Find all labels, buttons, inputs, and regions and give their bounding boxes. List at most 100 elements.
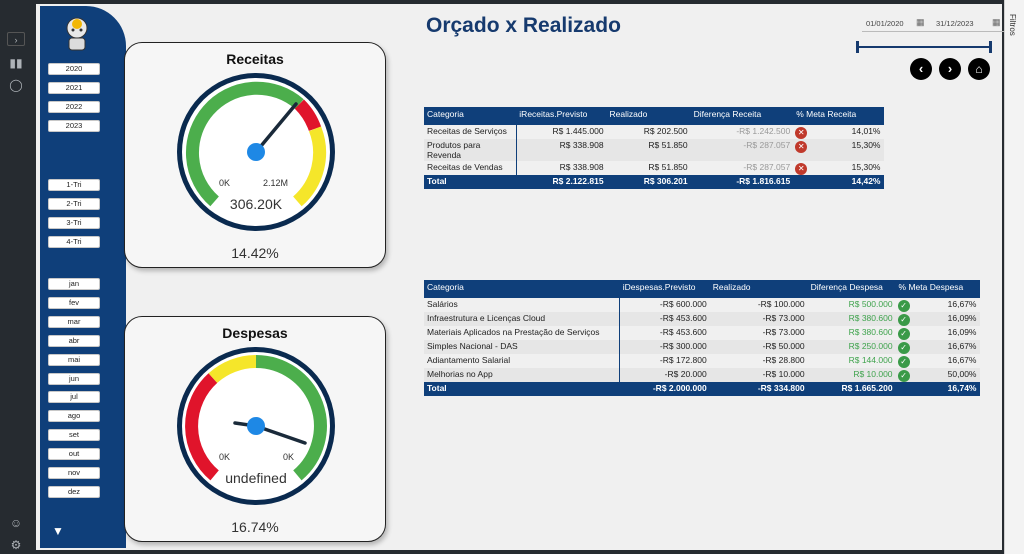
table-cell: R$ 380.600 <box>808 326 896 340</box>
filters-pane-label[interactable]: Filtros <box>1008 14 1017 36</box>
cell-value: 15,30% <box>851 162 881 172</box>
month-button-0[interactable]: jan <box>48 278 100 290</box>
rec-header-4[interactable]: % Meta Receita <box>793 107 884 125</box>
rec-header-3[interactable]: Diferença Receita <box>690 107 794 125</box>
rec-header-1[interactable]: iReceitas.Previsto <box>516 107 607 125</box>
total-cell: Total <box>424 175 517 189</box>
month-button-2[interactable]: mar <box>48 315 100 328</box>
month-button-10[interactable]: nov <box>48 467 100 479</box>
cell-value: -R$ 1.242.500 <box>736 126 791 136</box>
slider-end-handle[interactable] <box>989 41 992 53</box>
year-button-2[interactable]: 2022 <box>48 101 100 113</box>
cell-value: R$ 380.600 <box>848 327 893 337</box>
table-row: Receitas de Serviços R$ 1.445.000 R$ 202.5… <box>424 125 884 139</box>
month-button-8[interactable]: set <box>48 429 100 442</box>
user-icon[interactable]: ◯ <box>9 78 23 92</box>
table-cell: ✓ 16,67% <box>895 340 980 354</box>
mascot-icon <box>66 17 88 51</box>
month-button-4[interactable]: mai <box>48 353 100 366</box>
slider-start-handle[interactable] <box>856 41 859 53</box>
total-cell: Total <box>424 382 620 396</box>
table-cell: -R$ 100.000 <box>710 298 808 312</box>
table-cell: -R$ 20.000 <box>619 368 710 382</box>
despesas-gauge-value: undefined <box>225 470 287 486</box>
year-button-3[interactable]: 2023 <box>48 120 100 132</box>
check-icon: ✓ <box>897 370 910 382</box>
table-cell: R$ 144.000 <box>808 354 896 368</box>
total-cell: -R$ 1.816.615 <box>690 175 794 189</box>
cell-value: R$ 202.500 <box>643 126 688 136</box>
quarter-button-2[interactable]: 3-Tri <box>48 217 100 229</box>
year-button-1[interactable]: 2021 <box>48 82 100 94</box>
table-cell: ✕ 15,30% <box>793 161 883 175</box>
table-cell: -R$ 600.000 <box>620 298 710 312</box>
table-cell: ✓ 16,09% <box>896 326 980 340</box>
month-button-9[interactable]: out <box>48 448 100 461</box>
table-cell: -R$ 287.057 <box>691 161 794 175</box>
total-cell: R$ 1.665.200 <box>807 382 896 396</box>
filter-funnel-icon[interactable]: ▼ <box>52 524 64 538</box>
month-button-11[interactable]: dez <box>48 485 100 498</box>
month-button-6[interactable]: jul <box>48 391 100 404</box>
cell-value: -R$ 172.800 <box>659 355 707 365</box>
forward-arrow-icon[interactable]: › <box>939 58 961 80</box>
cell-value: -R$ 50.000 <box>762 341 805 351</box>
table-cell: R$ 500.000 <box>808 298 896 312</box>
back-arrow-icon[interactable]: ‹ <box>910 58 932 80</box>
calendar-end-icon[interactable]: ▦ <box>992 17 1001 27</box>
table-cell: -R$ 172.800 <box>620 354 710 368</box>
receitas-gauge-title: Receitas <box>226 51 284 67</box>
month-button-5[interactable]: jun <box>48 372 100 385</box>
cell-value: R$ 51.850 <box>648 162 688 172</box>
desp-header-3[interactable]: Diferença Despesa <box>807 280 896 298</box>
cell-value: Salários <box>427 299 458 309</box>
cell-value: Infraestrutura e Licenças Cloud <box>427 313 546 323</box>
desp-header-0[interactable]: Categoria <box>424 280 620 298</box>
expand-icon[interactable]: › <box>7 32 25 46</box>
cell-value: R$ 10.000 <box>853 369 893 379</box>
rec-header-2[interactable]: Realizado <box>606 107 691 125</box>
table-cell: ✓ 16,09% <box>895 312 980 326</box>
quarter-button-0[interactable]: 1-Tri <box>48 179 100 191</box>
cell-value: R$ 51.850 <box>648 140 688 150</box>
quarter-button-3[interactable]: 4-Tri <box>48 236 100 248</box>
table-row: Infraestrutura e Licenças Cloud -R$ 453.6… <box>424 312 980 326</box>
chat-icon[interactable]: ☺ <box>9 516 23 530</box>
date-end-input[interactable]: 31/12/2023 <box>932 16 1004 32</box>
table-cell: Receitas de Vendas <box>424 161 517 175</box>
cell-value: 16,09% <box>947 313 977 323</box>
table-row: Materiais Aplicados na Prestação de Serv… <box>424 326 980 340</box>
year-button-0[interactable]: 2020 <box>48 63 100 75</box>
table-cell: R$ 202.500 <box>607 125 691 139</box>
table-cell: -R$ 73.000 <box>709 312 808 326</box>
date-range-slider[interactable] <box>856 41 992 53</box>
home-icon[interactable]: ⌂ <box>968 58 990 80</box>
table-cell: -R$ 1.242.500 <box>691 125 794 139</box>
desp-header-4[interactable]: % Meta Despesa <box>895 280 980 298</box>
rec-header-0[interactable]: Categoria <box>424 107 517 125</box>
receitas-gauge-min: 0K <box>219 178 230 188</box>
quarter-button-1[interactable]: 2-Tri <box>48 198 100 210</box>
receitas-gauge-percent: 14.42% <box>231 245 279 261</box>
month-button-3[interactable]: abr <box>48 334 100 347</box>
desp-header-1[interactable]: iDespesas.Previsto <box>619 280 710 298</box>
cell-value: -R$ 20.000 <box>664 369 707 379</box>
cell-value: 16,67% <box>947 341 977 351</box>
receitas-gauge-max: 2.12M <box>263 178 288 188</box>
bar-chart-icon[interactable]: ▮▮ <box>9 56 23 70</box>
date-start-input[interactable]: 01/01/2020 <box>862 16 934 32</box>
app-left-bar: › ▮▮ ◯ ☺ ⚙ <box>0 0 34 554</box>
month-button-1[interactable]: fev <box>48 296 100 309</box>
calendar-start-icon[interactable]: ▦ <box>916 17 925 27</box>
filters-pane[interactable]: Filtros <box>1004 0 1024 554</box>
despesas-gauge-card: Despesas 0K 0K undefined 16.74% <box>124 316 386 542</box>
receitas-gauge: 0K 2.12M 306.20K <box>177 73 335 231</box>
cell-value: -R$ 453.600 <box>659 327 707 337</box>
error-icon: ✕ <box>795 127 808 139</box>
despesas-table: Categoria iDespesas.Previsto Realizado Dife… <box>424 280 980 396</box>
desp-header-2[interactable]: Realizado <box>709 280 808 298</box>
month-button-7[interactable]: ago <box>48 410 100 423</box>
settings-icon[interactable]: ⚙ <box>10 538 22 552</box>
table-cell: ✕ 15,30% <box>793 139 884 161</box>
table-cell: -R$ 73.000 <box>710 326 808 340</box>
